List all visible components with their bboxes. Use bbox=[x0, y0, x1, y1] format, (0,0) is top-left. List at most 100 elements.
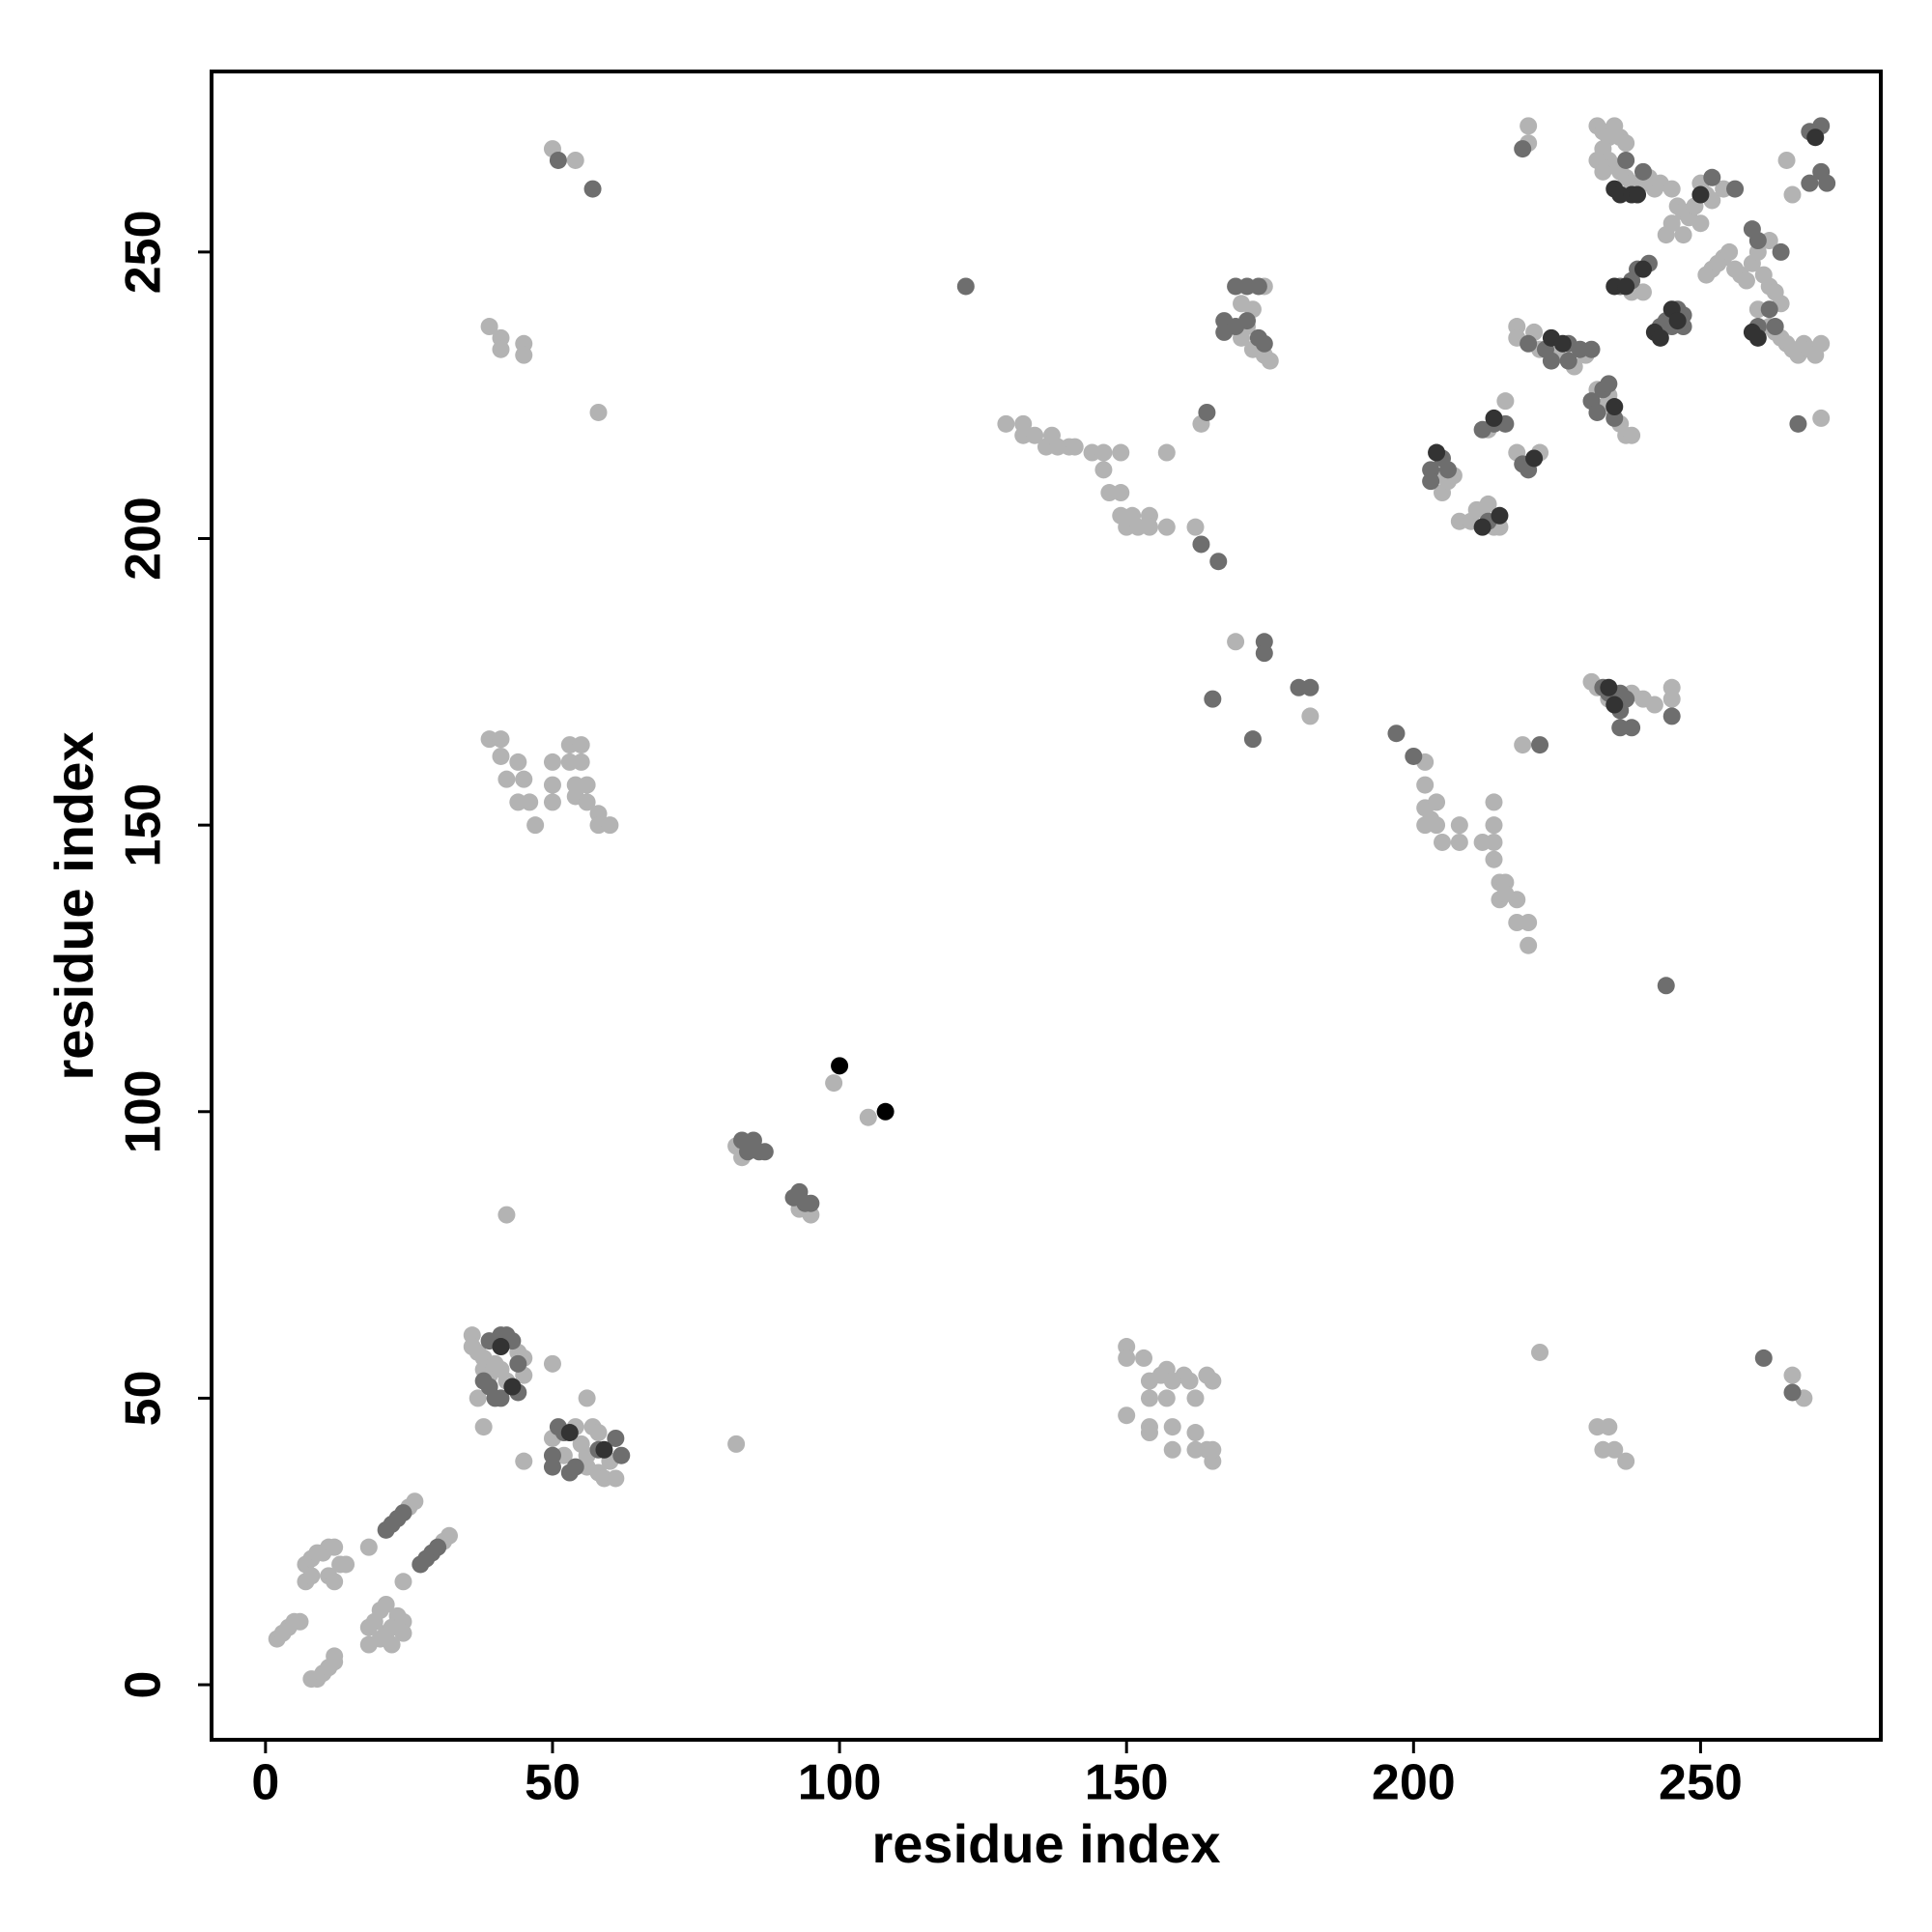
point bbox=[1186, 518, 1205, 536]
point bbox=[1450, 833, 1468, 851]
y-axis-label: residue index bbox=[43, 731, 104, 1080]
point bbox=[1812, 409, 1831, 427]
point bbox=[1783, 1383, 1802, 1402]
point bbox=[572, 753, 590, 771]
point bbox=[1605, 696, 1624, 714]
point bbox=[1485, 793, 1503, 811]
point bbox=[1026, 426, 1044, 444]
point bbox=[1600, 1418, 1618, 1436]
point bbox=[1662, 707, 1681, 725]
point bbox=[1135, 1349, 1153, 1367]
point bbox=[1485, 850, 1503, 868]
x-axis-label: residue index bbox=[871, 1813, 1220, 1874]
point bbox=[589, 1424, 608, 1442]
point bbox=[1662, 690, 1681, 708]
point bbox=[1605, 1440, 1624, 1459]
point bbox=[1668, 312, 1687, 330]
point bbox=[1192, 535, 1210, 554]
point bbox=[755, 1143, 774, 1161]
point bbox=[1065, 438, 1084, 456]
point bbox=[1629, 185, 1647, 204]
point bbox=[394, 1504, 412, 1522]
point bbox=[326, 1647, 344, 1665]
x-tick-label: 150 bbox=[1085, 1755, 1169, 1811]
point bbox=[1588, 403, 1606, 421]
point bbox=[394, 1624, 412, 1642]
point bbox=[1594, 162, 1612, 181]
point bbox=[1657, 977, 1675, 995]
point bbox=[1422, 472, 1440, 491]
y-tick-label: 150 bbox=[116, 783, 172, 867]
point bbox=[601, 816, 619, 835]
point bbox=[480, 318, 498, 336]
point bbox=[572, 736, 590, 754]
point bbox=[1605, 398, 1624, 416]
point bbox=[1227, 633, 1245, 651]
point bbox=[440, 1526, 459, 1545]
point bbox=[1496, 392, 1515, 411]
point bbox=[515, 770, 533, 788]
point bbox=[526, 816, 545, 835]
point bbox=[1157, 443, 1176, 462]
point bbox=[1434, 833, 1452, 851]
point bbox=[1634, 283, 1652, 301]
y-tick-label: 0 bbox=[116, 1671, 172, 1699]
point bbox=[1204, 1372, 1222, 1390]
plot-frame bbox=[210, 70, 1883, 1742]
point bbox=[589, 403, 608, 421]
point bbox=[1520, 936, 1538, 954]
point bbox=[1186, 1424, 1205, 1442]
point bbox=[1662, 180, 1681, 198]
point bbox=[578, 793, 596, 811]
point bbox=[802, 1194, 820, 1212]
point bbox=[1623, 719, 1641, 737]
point bbox=[1140, 1424, 1158, 1442]
point bbox=[359, 1538, 378, 1556]
point bbox=[337, 1555, 355, 1574]
point bbox=[1703, 168, 1721, 186]
point bbox=[492, 1389, 510, 1407]
point bbox=[1520, 914, 1538, 932]
point bbox=[1094, 461, 1113, 479]
point bbox=[549, 151, 567, 169]
point bbox=[612, 1446, 631, 1464]
point bbox=[607, 1429, 625, 1447]
point bbox=[406, 1492, 424, 1511]
point bbox=[595, 1440, 613, 1459]
point bbox=[1094, 443, 1113, 462]
point bbox=[291, 1612, 309, 1631]
point bbox=[1645, 696, 1663, 714]
point bbox=[1485, 409, 1503, 427]
point bbox=[1634, 162, 1652, 181]
point bbox=[1691, 185, 1710, 204]
point bbox=[1405, 747, 1423, 765]
point bbox=[578, 1389, 596, 1407]
point bbox=[1748, 232, 1767, 250]
point bbox=[492, 1338, 510, 1356]
point bbox=[377, 1595, 395, 1613]
point bbox=[831, 1057, 849, 1075]
point bbox=[1186, 1389, 1205, 1407]
point bbox=[1118, 1349, 1136, 1367]
point bbox=[1783, 1366, 1802, 1384]
point bbox=[1416, 776, 1435, 794]
point bbox=[1760, 300, 1778, 319]
point bbox=[1204, 690, 1222, 708]
point bbox=[1140, 1389, 1158, 1407]
point bbox=[583, 180, 602, 198]
point bbox=[1198, 403, 1216, 421]
y-tick-label: 100 bbox=[116, 1069, 172, 1153]
point bbox=[543, 776, 561, 794]
point bbox=[509, 1354, 527, 1373]
point bbox=[1726, 180, 1745, 198]
point bbox=[1243, 730, 1262, 749]
point bbox=[1520, 334, 1538, 353]
point bbox=[1508, 891, 1526, 909]
point bbox=[1812, 334, 1831, 353]
point bbox=[492, 747, 510, 765]
y-tick-label: 200 bbox=[116, 497, 172, 581]
point bbox=[1428, 793, 1446, 811]
point bbox=[1485, 816, 1503, 835]
point bbox=[876, 1102, 895, 1121]
x-tick-label: 50 bbox=[525, 1755, 581, 1811]
